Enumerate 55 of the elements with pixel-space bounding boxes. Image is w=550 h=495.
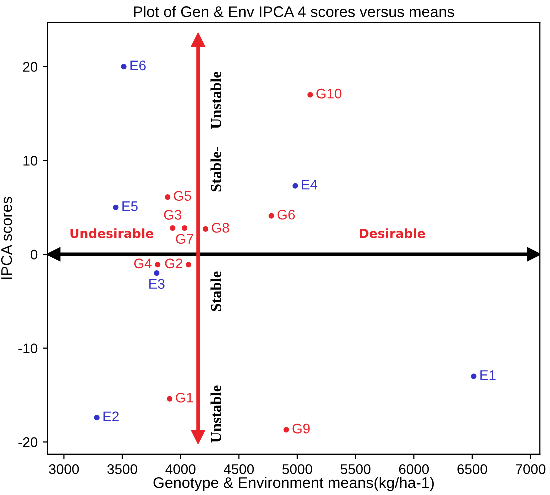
y-tick-label: 0 — [30, 250, 38, 260]
x-tick-label: 3500 — [108, 464, 138, 474]
x-tick-label: 7000 — [516, 464, 546, 474]
point — [203, 226, 209, 232]
x-tick-label: 6500 — [458, 464, 488, 474]
point — [308, 92, 314, 98]
x-axis-title: Genotype & Environment means(kg/ha-1) — [154, 477, 434, 492]
point — [186, 262, 192, 268]
x-tick-label: 4000 — [166, 464, 196, 474]
point — [154, 270, 160, 276]
data-label: G2 — [165, 258, 183, 269]
annotation: Desirable — [360, 228, 426, 238]
chart-title: Plot of Gen & Env IPCA 4 scores versus means — [134, 6, 454, 18]
data-label: E5 — [122, 202, 138, 212]
point — [471, 374, 477, 380]
y-tick-label: 20 — [23, 62, 38, 72]
point — [292, 183, 298, 189]
point — [284, 427, 290, 433]
data-label: E1 — [480, 370, 496, 380]
point — [165, 194, 171, 200]
point — [94, 415, 100, 421]
y-tick-label: -10 — [18, 344, 38, 354]
x-tick-label: 5500 — [340, 464, 371, 474]
annotation: Unstable — [210, 72, 222, 129]
point — [167, 396, 173, 402]
data-label: G1 — [176, 392, 194, 403]
point — [155, 262, 161, 268]
point — [121, 64, 127, 70]
data-label: E2 — [104, 412, 119, 422]
data-label: G5 — [174, 191, 192, 202]
annotation: Stable — [210, 272, 222, 312]
point — [268, 213, 274, 219]
data-label: G3 — [164, 210, 182, 220]
y-tick-label: 10 — [24, 156, 38, 166]
y-axis-title: IPCA scores — [1, 197, 12, 280]
point — [170, 225, 176, 232]
annotation: Undesirable — [70, 228, 154, 238]
annotation: Stable- — [210, 147, 222, 192]
y-tick-label: -20 — [18, 438, 38, 448]
data-label: G8 — [212, 223, 230, 233]
data-label: E3 — [150, 279, 165, 290]
x-tick-label: 5000 — [282, 464, 312, 474]
data-label: G7 — [176, 234, 194, 244]
data-label: E6 — [130, 60, 146, 71]
data-label: G4 — [134, 258, 152, 269]
data-label: E4 — [302, 180, 318, 190]
data-label: G10 — [316, 88, 342, 99]
x-tick-label: 4500 — [224, 464, 254, 474]
point — [113, 204, 119, 210]
x-tick-label: 6000 — [399, 464, 430, 474]
annotation: Unstable — [210, 386, 222, 443]
data-label: G6 — [278, 210, 296, 220]
data-label: G9 — [292, 424, 310, 434]
point — [182, 225, 188, 232]
x-tick-label: 3000 — [49, 464, 80, 474]
